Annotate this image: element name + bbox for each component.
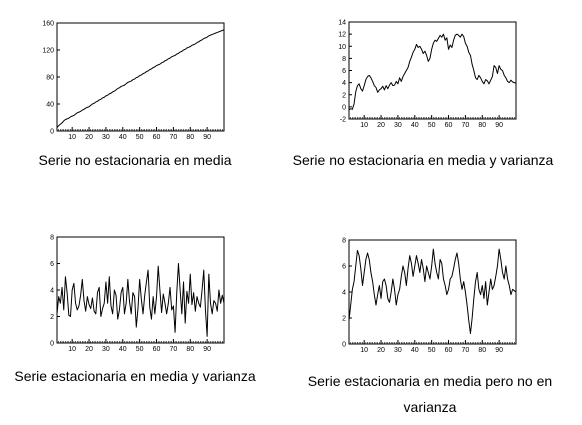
y-tick-label: 8 bbox=[342, 56, 346, 63]
y-tick-label: 4 bbox=[50, 288, 54, 295]
x-tick-label: 40 bbox=[411, 122, 419, 129]
chart-3-caption: Serie estacionaria en media y varianza bbox=[14, 368, 256, 384]
x-tick-label: 50 bbox=[428, 347, 436, 354]
x-tick-label: 90 bbox=[203, 346, 211, 353]
x-tick-label: 10 bbox=[68, 346, 76, 353]
x-tick-label: 20 bbox=[85, 346, 93, 353]
y-tick-label: 14 bbox=[338, 20, 346, 27]
y-tick-label: -2 bbox=[340, 117, 346, 124]
y-tick-label: 6 bbox=[342, 68, 346, 75]
x-tick-label: 90 bbox=[495, 347, 503, 354]
y-tick-label: 12 bbox=[338, 32, 346, 39]
chart-3: 0 2 4 6 8 10 20 30 40 50 60 70 80 90 bbox=[50, 235, 225, 353]
x-tick-label: 80 bbox=[478, 122, 486, 129]
x-tick-label: 70 bbox=[461, 347, 469, 354]
chart-4-caption: Serie estacionaria en media pero no en v… bbox=[307, 373, 553, 415]
x-tick-label: 10 bbox=[360, 122, 368, 129]
x-tick-label: 10 bbox=[68, 134, 76, 141]
y-tick-label: 2 bbox=[50, 314, 54, 321]
x-tick-label: 70 bbox=[169, 346, 177, 353]
y-tick-label: 0 bbox=[50, 129, 54, 136]
x-tick-label: 70 bbox=[461, 122, 469, 129]
plot-frame bbox=[56, 22, 225, 132]
y-tick-label: 120 bbox=[42, 48, 54, 55]
chart-4: 0 2 4 6 8 10 20 30 40 50 60 70 80 90 bbox=[342, 238, 517, 354]
series-line-1 bbox=[348, 33, 517, 111]
series-line-1 bbox=[56, 263, 225, 337]
x-tick-label: 60 bbox=[153, 134, 161, 141]
y-tick-label: 6 bbox=[342, 264, 346, 271]
y-tick-label: 8 bbox=[50, 235, 54, 242]
y-tick-label: 0 bbox=[342, 104, 346, 111]
x-tick-label: 80 bbox=[186, 134, 194, 141]
x-tick-label: 50 bbox=[428, 122, 436, 129]
x-tick-label: 70 bbox=[169, 134, 177, 141]
x-tick-label: 90 bbox=[203, 134, 211, 141]
y-tick-label: 160 bbox=[42, 21, 54, 28]
y-tick-label: 80 bbox=[46, 75, 54, 82]
y-tick-label: 2 bbox=[342, 316, 346, 323]
x-tick-label: 30 bbox=[102, 134, 110, 141]
y-tick-label: 0 bbox=[342, 342, 346, 349]
x-tick-label: 30 bbox=[394, 122, 402, 129]
x-tick-label: 30 bbox=[102, 346, 110, 353]
chart-2: -2 0 2 4 6 8 10 12 14 10 20 30 40 50 60 70 80 90 bbox=[338, 20, 517, 129]
x-tick-label: 80 bbox=[478, 347, 486, 354]
x-tick-label: 10 bbox=[360, 347, 368, 354]
x-tick-label: 90 bbox=[495, 122, 503, 129]
x-tick-label: 60 bbox=[445, 347, 453, 354]
plot-frame bbox=[348, 21, 517, 120]
y-tick-label: 10 bbox=[338, 44, 346, 51]
x-tick-label: 20 bbox=[85, 134, 93, 141]
x-tick-label: 40 bbox=[119, 346, 127, 353]
x-tick-label: 80 bbox=[186, 346, 194, 353]
x-tick-label: 50 bbox=[136, 346, 144, 353]
chart-2-caption: Serie no estacionaria en media y varianz… bbox=[292, 152, 554, 168]
series-line-1 bbox=[348, 248, 517, 335]
chart-1-caption: Serie no estacionaria en media bbox=[38, 152, 232, 168]
y-tick-label: 2 bbox=[342, 92, 346, 99]
x-tick-label: 20 bbox=[377, 122, 385, 129]
y-tick-label: 0 bbox=[50, 341, 54, 348]
x-tick-label: 60 bbox=[445, 122, 453, 129]
x-tick-label: 40 bbox=[119, 134, 127, 141]
y-tick-label: 6 bbox=[50, 261, 54, 268]
x-tick-label: 60 bbox=[153, 346, 161, 353]
x-tick-label: 20 bbox=[377, 347, 385, 354]
y-tick-label: 40 bbox=[46, 102, 54, 109]
x-tick-label: 30 bbox=[394, 347, 402, 354]
x-tick-label: 50 bbox=[136, 134, 144, 141]
x-tick-label: 40 bbox=[411, 347, 419, 354]
y-tick-label: 4 bbox=[342, 290, 346, 297]
series-line-1 bbox=[56, 29, 225, 128]
y-tick-label: 4 bbox=[342, 80, 346, 87]
chart-1: 0 40 80 120 160 10 20 30 40 50 60 70 80 90 bbox=[42, 21, 225, 141]
y-tick-label: 8 bbox=[342, 238, 346, 245]
